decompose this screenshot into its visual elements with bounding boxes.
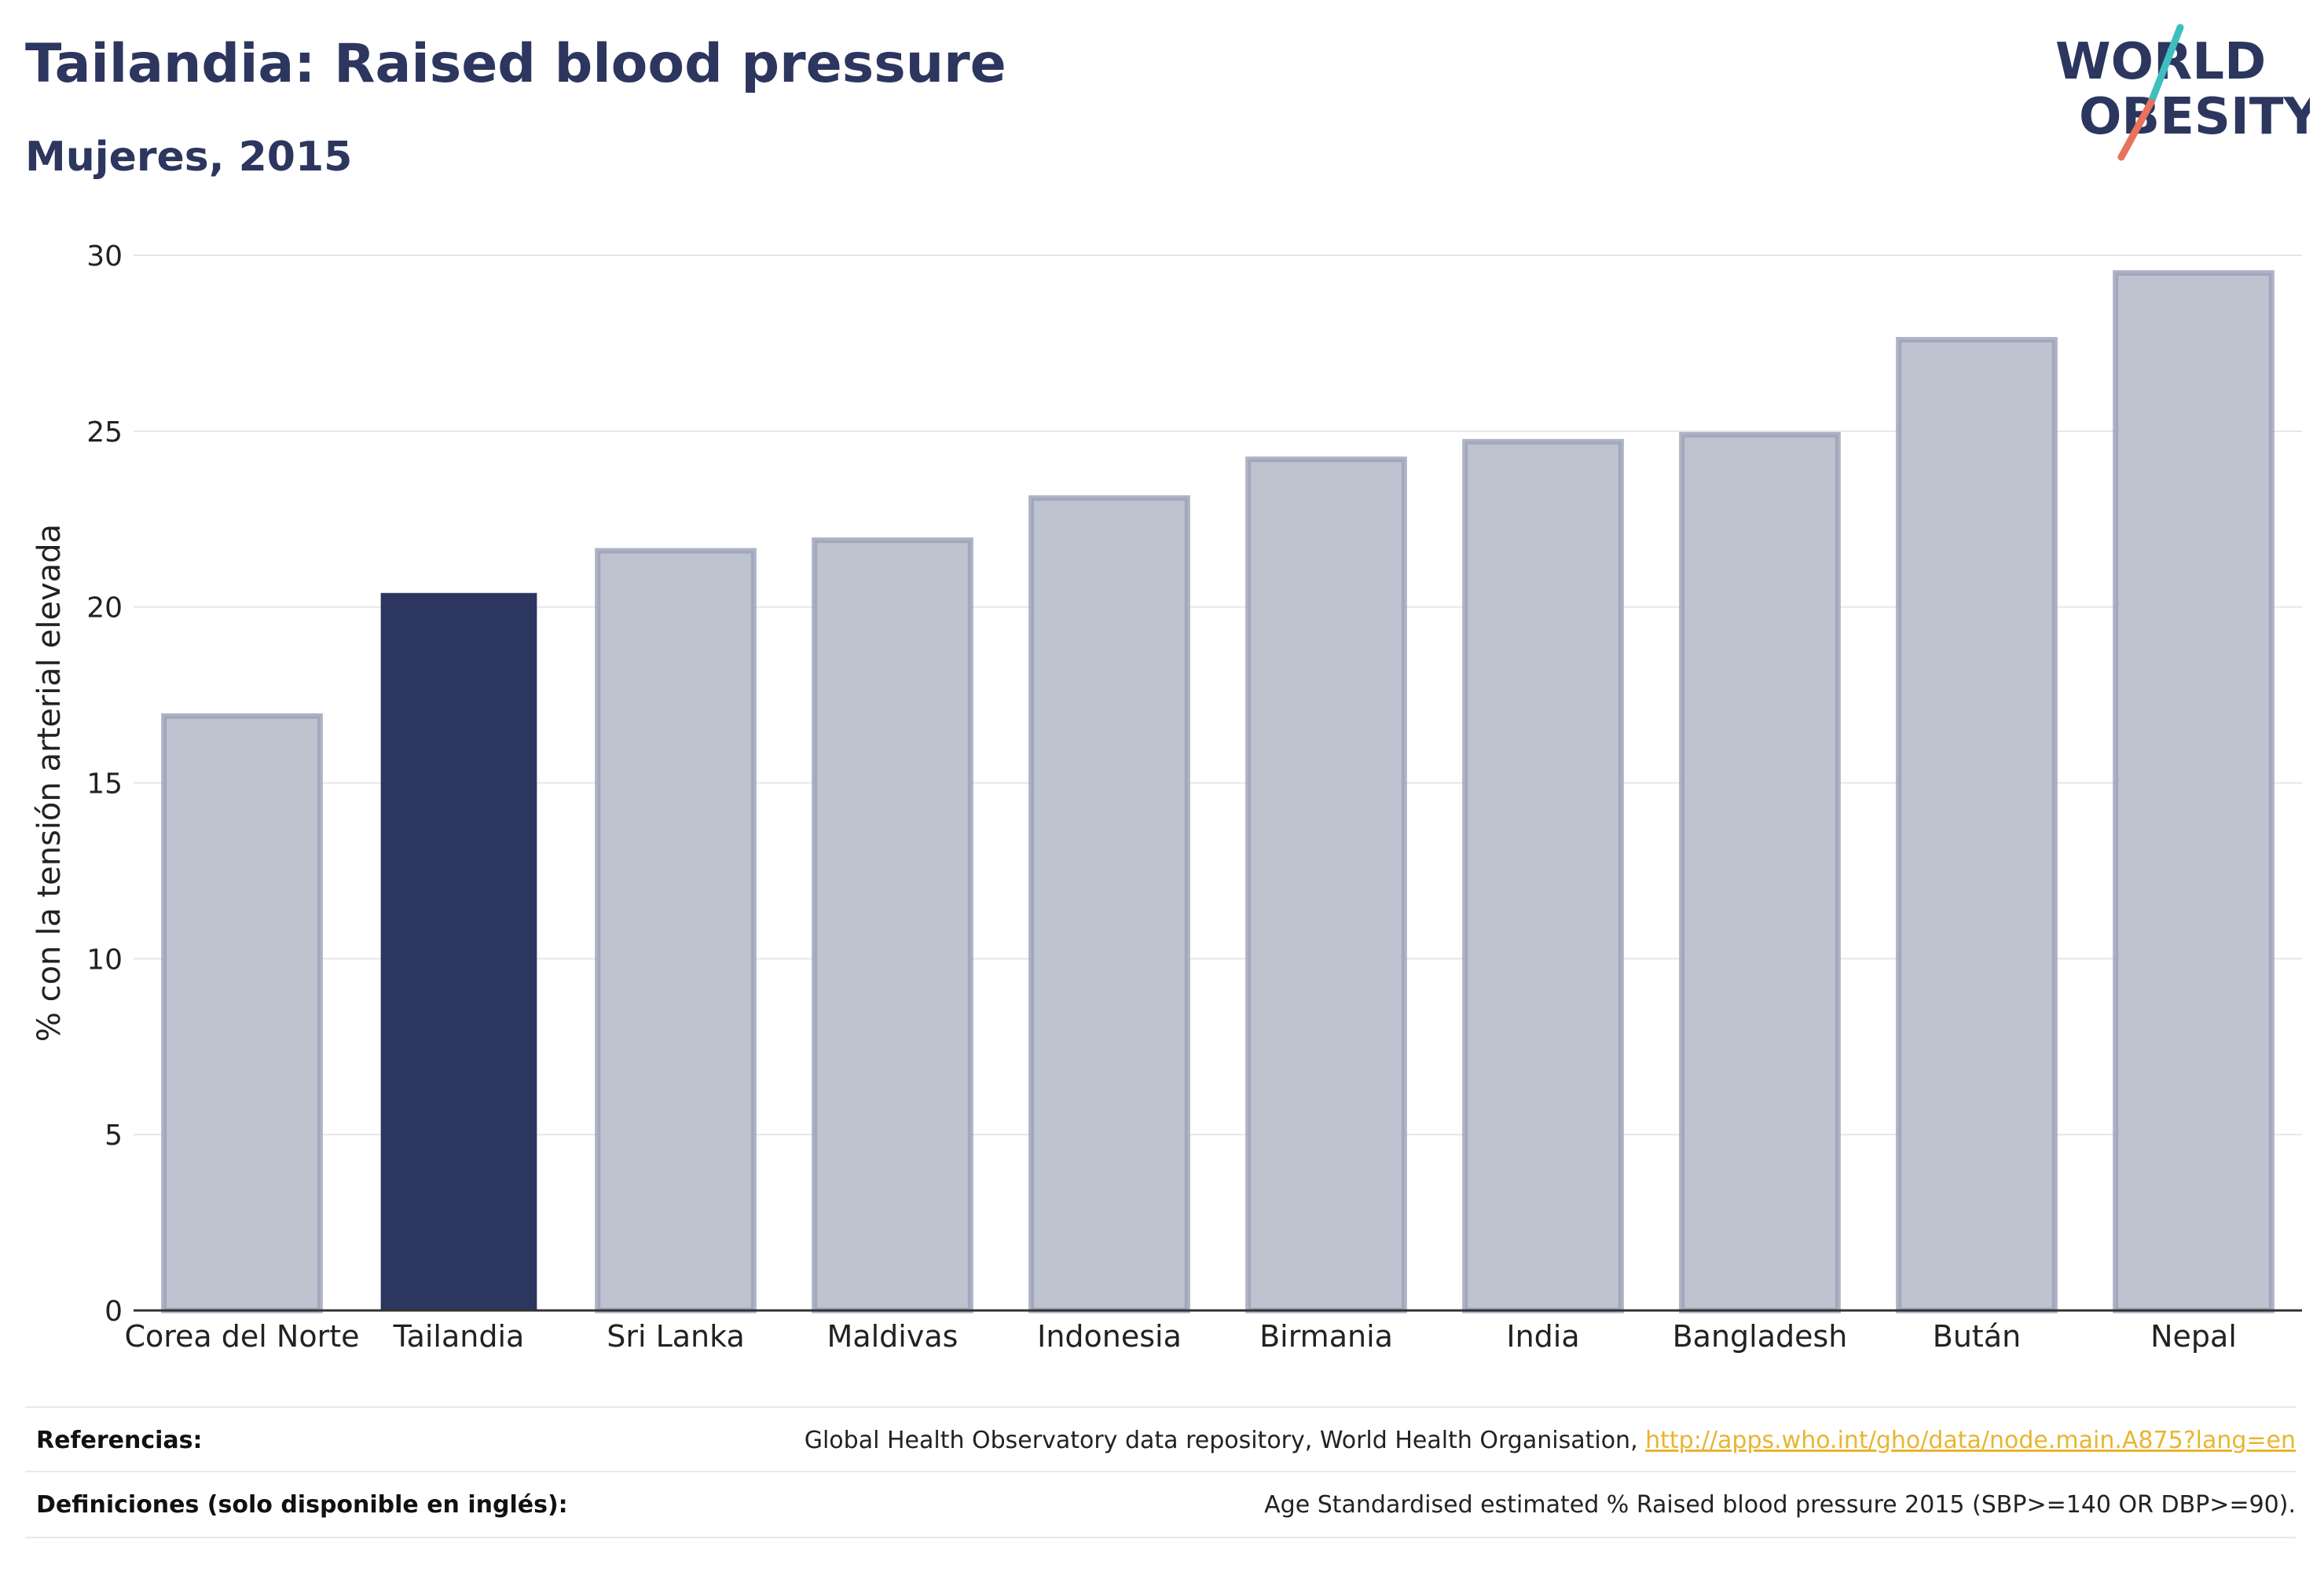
- y-tick-label: 25: [86, 416, 123, 449]
- bar-india: [1462, 438, 1624, 1314]
- x-tick-label: Birmania: [1259, 1319, 1393, 1354]
- logo-slash-bottom: [2117, 98, 2155, 161]
- x-tick-label: Maldivas: [827, 1319, 959, 1354]
- bar-corea-del-norte: [161, 713, 323, 1314]
- y-tick-label: 5: [104, 1120, 123, 1152]
- x-tick-label: Sri Lanka: [607, 1319, 745, 1354]
- y-tick-label: 30: [86, 240, 123, 273]
- references-text: Global Health Observatory data repositor…: [804, 1426, 1646, 1454]
- x-tick-label: Tailandia: [393, 1319, 525, 1354]
- logo-line2: OBESITY: [2079, 88, 2310, 146]
- bar-tailandia: [380, 592, 537, 1310]
- chart-title: Tailandia: Raised blood pressure: [25, 33, 1006, 95]
- bar-birmania: [1245, 456, 1407, 1314]
- references-label: Referencias:: [36, 1426, 203, 1454]
- logo-slash-top: [2147, 24, 2184, 106]
- y-tick-label: 20: [86, 592, 123, 625]
- x-tick-label: Nepal: [2150, 1319, 2237, 1354]
- x-tick-label: Corea del Norte: [124, 1319, 359, 1354]
- references-value: Global Health Observatory data repositor…: [805, 1427, 2296, 1454]
- references-link[interactable]: http://apps.who.int/gho/data/node.main.A…: [1645, 1426, 2296, 1454]
- world-obesity-logo: WORLD OBESITY: [2055, 24, 2310, 161]
- bar-nepal: [2113, 269, 2275, 1314]
- y-axis-label: % con la tensión arterial elevada: [31, 524, 68, 1042]
- bar-bután: [1896, 336, 2058, 1314]
- definitions-value: Age Standardised estimated % Raised bloo…: [1264, 1490, 2296, 1519]
- x-tick-label: Bután: [1933, 1319, 2021, 1354]
- chart-subtitle: Mujeres, 2015: [25, 134, 353, 181]
- definitions-label: Definiciones (solo disponible en inglés)…: [36, 1490, 568, 1519]
- bar-chart: 0 5 10 15 20 25 30 Corea del Norte Tailandia Sri …: [31, 240, 2302, 1354]
- y-tick-label: 15: [86, 768, 123, 801]
- bar-maldivas: [812, 537, 973, 1314]
- x-tick-label: India: [1506, 1319, 1579, 1354]
- bar-bangladesh: [1679, 431, 1841, 1314]
- bar-indonesia: [1028, 495, 1190, 1314]
- references-row: Referencias: Global Health Observatory d…: [25, 1406, 2296, 1472]
- y-tick-label: 0: [104, 1296, 123, 1328]
- x-tick-label: Bangladesh: [1673, 1319, 1848, 1354]
- definitions-row: Definiciones (solo disponible en inglés)…: [25, 1471, 2296, 1538]
- bar-sri-lanka: [595, 548, 757, 1314]
- y-tick-label: 10: [86, 944, 123, 976]
- x-tick-label: Indonesia: [1037, 1319, 1182, 1354]
